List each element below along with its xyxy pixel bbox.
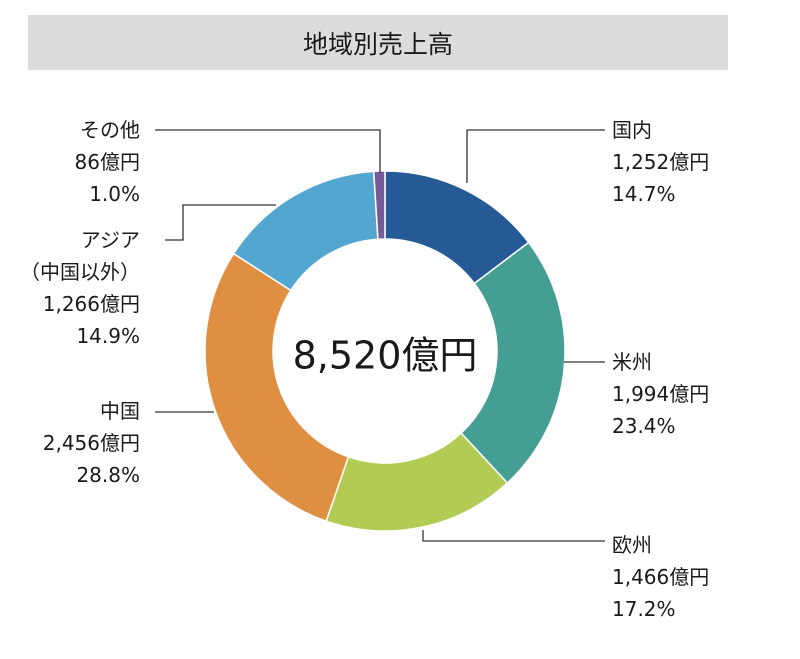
slice-name: その他: [80, 118, 140, 142]
leader-line-domestic: [466, 129, 605, 183]
slice-name: 米州: [612, 350, 652, 374]
leader-lines: [155, 129, 605, 542]
label-europe: 欧州 1,466億円 17.2%: [612, 529, 709, 625]
slice-3: [204, 252, 350, 523]
chart-title: 地域別売上高: [28, 15, 728, 70]
label-other: その他 86億円 1.0%: [75, 114, 140, 210]
slice-percent: 28.8%: [76, 463, 140, 487]
slice-name: 中国: [100, 399, 140, 423]
slice-value: 1,266億円: [42, 292, 140, 316]
slice-value: 2,456億円: [42, 431, 140, 455]
slice-1: [460, 241, 566, 485]
slice-value: 86億円: [74, 150, 140, 174]
slice-value: 1,994億円: [612, 382, 710, 406]
center-total: 8,520億円: [292, 333, 478, 378]
leader-line-asia: [165, 204, 276, 241]
slice-name-sub: （中国以外）: [20, 260, 140, 284]
slice-name: 国内: [612, 118, 652, 142]
slice-percent: 14.7%: [612, 182, 676, 206]
slice-percent: 14.9%: [76, 324, 140, 348]
slice-value: 1,252億円: [612, 150, 710, 174]
leader-line-other: [155, 129, 381, 173]
leader-line-europe: [422, 530, 605, 542]
label-china: 中国 2,456億円 28.8%: [43, 395, 140, 491]
slice-percent: 17.2%: [612, 597, 676, 621]
label-asia: アジア （中国以外） 1,266億円 14.9%: [20, 224, 140, 352]
slice-name: アジア: [80, 228, 140, 252]
label-domestic: 国内 1,252億円 14.7%: [612, 114, 709, 210]
slice-percent: 23.4%: [612, 414, 676, 438]
slice-5: [372, 170, 386, 241]
slice-name: 欧州: [612, 533, 652, 557]
slice-percent: 1.0%: [89, 182, 140, 206]
slice-value: 1,466億円: [612, 565, 710, 589]
label-americas: 米州 1,994億円 23.4%: [612, 346, 709, 442]
